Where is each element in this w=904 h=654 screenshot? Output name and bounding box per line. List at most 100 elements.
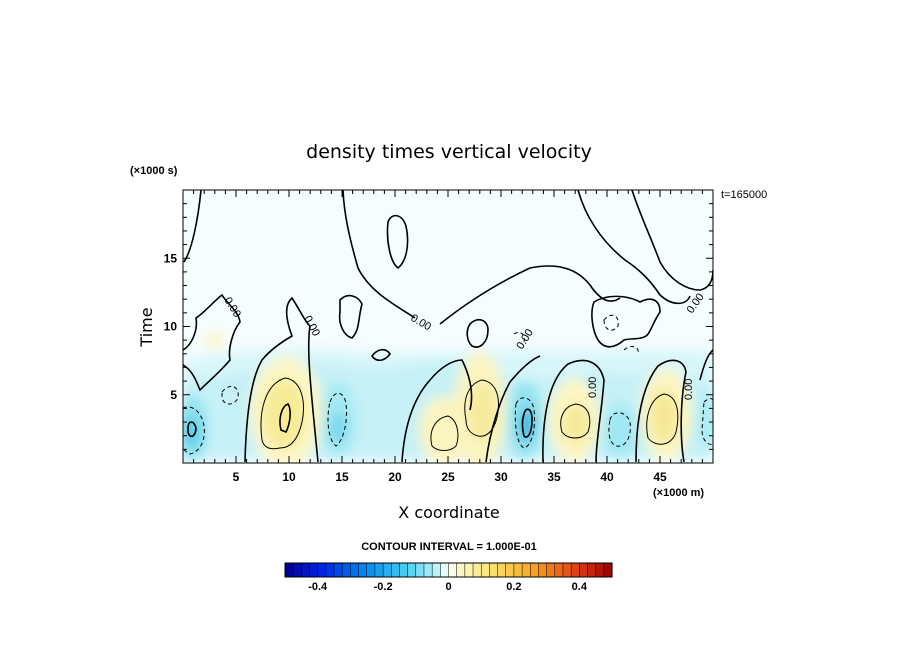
contour-zero xyxy=(244,296,319,463)
colorbar xyxy=(284,562,613,578)
colorbar-cell xyxy=(603,562,613,578)
contour-zero xyxy=(386,214,409,270)
colorbar-cell xyxy=(292,562,302,578)
contour-zero xyxy=(635,359,687,463)
contours xyxy=(183,190,713,463)
colorbar-cell xyxy=(570,562,580,578)
contour-zero xyxy=(401,359,473,463)
contour-negative xyxy=(187,421,197,438)
colorbar-cell xyxy=(513,562,523,578)
colorbar-tick-label: 0.4 xyxy=(572,581,588,593)
field-neg-4 xyxy=(602,404,638,460)
contour-zero xyxy=(342,190,416,319)
y-tick-label: 10 xyxy=(164,320,178,334)
y-axis: 5 10 15 xyxy=(164,203,713,450)
contour-zero xyxy=(542,359,605,463)
contour-negative xyxy=(514,397,535,449)
contour-zero xyxy=(485,355,541,463)
colorbar-cell xyxy=(587,562,597,578)
contour-positive xyxy=(279,403,291,434)
y-tick-label: 15 xyxy=(164,251,178,265)
contour-positive xyxy=(260,377,304,450)
colorbar-cell xyxy=(595,562,605,578)
colorbar-cell xyxy=(505,562,515,578)
colorbar-cell xyxy=(350,562,360,578)
colorbar-cell xyxy=(472,562,482,578)
x-tick-label: 10 xyxy=(282,470,296,484)
colorbar-cell xyxy=(407,562,417,578)
colorbar-cell xyxy=(464,562,474,578)
colorbar-cell xyxy=(497,562,507,578)
plot-area: 0.00 0.00 0.00 0.00 0.00 0.00 0.00 xyxy=(182,189,714,464)
colorbar-cell xyxy=(521,562,531,578)
field-pos-1-core xyxy=(262,378,306,450)
contour-interval-label: CONTOUR INTERVAL = 1.000E-01 xyxy=(361,541,537,553)
colorbar-cell xyxy=(358,562,368,578)
x-tick-label: 35 xyxy=(547,470,561,484)
shaded-field xyxy=(183,332,713,463)
colorbar-cell xyxy=(391,562,400,578)
colorbar-cell xyxy=(399,562,409,578)
contour-positive xyxy=(464,379,499,437)
contour-zero xyxy=(338,294,363,339)
contour-negative xyxy=(603,314,619,331)
colorbar-frame xyxy=(284,562,613,578)
contour-zero xyxy=(466,318,489,348)
contour-zero xyxy=(591,295,661,348)
field-neg-5 xyxy=(698,390,713,450)
contour-positive xyxy=(646,393,679,445)
contour-negative xyxy=(623,346,639,355)
x-tick-label: 40 xyxy=(600,470,614,484)
field-pos-4-core xyxy=(562,402,590,446)
colorbar-cell xyxy=(415,562,425,578)
contour-negative xyxy=(221,385,239,405)
contour-zero xyxy=(699,349,713,381)
colorbar-cell xyxy=(440,562,450,578)
y-tick-label: 5 xyxy=(170,388,177,402)
field-pos-small xyxy=(204,332,224,348)
x-unit-label: (×1000 m) xyxy=(653,487,704,499)
colorbar-cell xyxy=(448,562,458,578)
y-unit-label: (×1000 s) xyxy=(130,165,178,177)
colorbar-cell xyxy=(382,562,392,578)
colorbar-ticks: -0.4 -0.2 0 0.2 0.4 xyxy=(308,581,588,593)
contour-zero xyxy=(371,348,391,362)
x-tick-label: 5 xyxy=(233,470,240,484)
colorbar-tick-label: -0.2 xyxy=(374,581,393,593)
contour-positive xyxy=(560,403,591,439)
contour-zero xyxy=(577,190,691,305)
colorbar-tick-label: 0.2 xyxy=(506,581,521,593)
colorbar-cell xyxy=(366,562,376,578)
field-pos-5-core xyxy=(650,388,678,444)
colorbar-cell xyxy=(562,562,572,578)
x-axis-label: X coordinate xyxy=(398,503,499,522)
field-neg-1-core xyxy=(184,416,200,448)
colorbar-cell xyxy=(284,562,294,578)
colorbar-cell xyxy=(456,562,466,578)
colorbar-cell xyxy=(431,562,441,578)
contour-positive xyxy=(430,415,459,451)
colorbar-cell xyxy=(530,562,539,578)
colorbar-cell xyxy=(538,562,548,578)
x-tick-label: 45 xyxy=(653,470,667,484)
colorbar-cell xyxy=(317,562,327,578)
contour-zero xyxy=(183,293,241,392)
x-axis: 5 10 15 20 25 30 35 40 45 xyxy=(193,190,703,484)
colorbar-cell xyxy=(374,562,384,578)
colorbar-cell xyxy=(579,562,589,578)
x-tick-label: 30 xyxy=(494,470,508,484)
colorbar-cell xyxy=(301,562,311,578)
colorbar-cell xyxy=(554,562,564,578)
x-tick-label: 25 xyxy=(441,470,455,484)
colorbar-cell xyxy=(546,562,556,578)
y-axis-label: Time xyxy=(137,307,156,347)
field-pos-3-core xyxy=(468,382,496,442)
colorbar-cell xyxy=(480,562,490,578)
chart-title: density times vertical velocity xyxy=(306,141,592,163)
contour-label: 0.00 xyxy=(587,377,599,398)
time-stamp: t=165000 xyxy=(721,189,767,201)
x-tick-label: 20 xyxy=(388,470,402,484)
x-tick-label: 15 xyxy=(335,470,349,484)
contour-label: 0.00 xyxy=(683,379,695,400)
